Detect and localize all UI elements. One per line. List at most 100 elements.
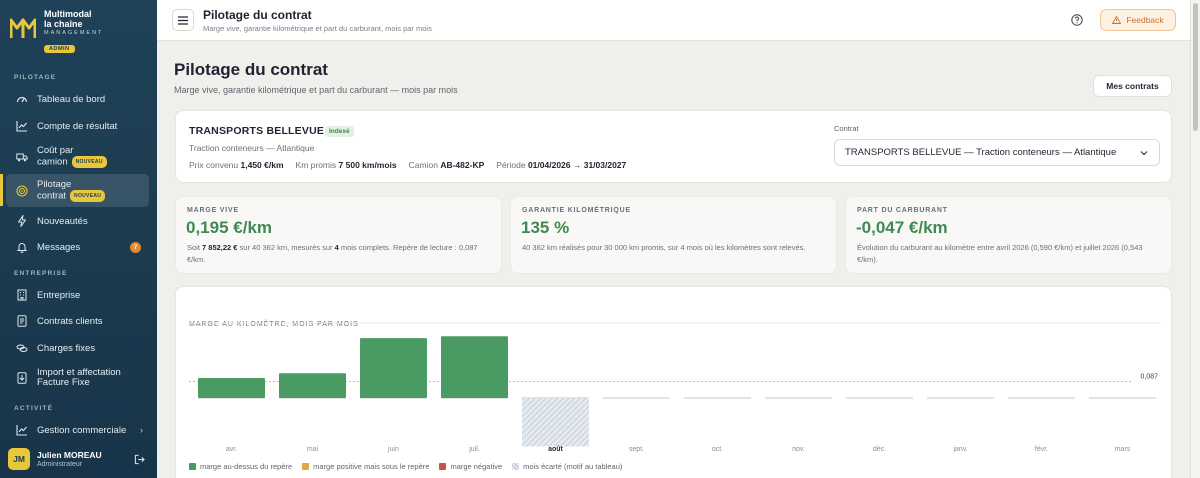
legend-item: marge négative bbox=[439, 462, 502, 471]
help-icon[interactable] bbox=[1071, 14, 1083, 26]
sidebar-item-pilotage-contrat[interactable]: Pilotage contrat NOUVEAU bbox=[6, 174, 149, 207]
sidebar-item-entreprise[interactable]: Entreprise bbox=[6, 286, 149, 304]
topbar: Pilotage du contrat Marge vive, garantie… bbox=[157, 0, 1190, 41]
coins-icon bbox=[16, 344, 28, 352]
menu-toggle-button[interactable] bbox=[172, 9, 194, 31]
legend-label: marge au-dessus du repère bbox=[200, 462, 293, 471]
meta-label: Km promis bbox=[295, 160, 337, 170]
sidebar-item-label: Gestion commerciale bbox=[37, 424, 127, 436]
page-subtitle: Marge vive, garantie kilométrique et par… bbox=[174, 85, 458, 95]
legend-swatch bbox=[189, 463, 196, 470]
sidebar-item-charges-fixes[interactable]: Charges fixes bbox=[6, 339, 149, 357]
x-tick-label: nov. bbox=[792, 446, 805, 453]
section-pilotage: PILOTAGE bbox=[14, 74, 57, 81]
sidebar-item-contrats-clients[interactable]: Contrats clients bbox=[6, 312, 149, 330]
chevron-down-icon bbox=[1140, 151, 1148, 156]
kpi-desc-part: mois complets. Repère de lecture : 0,087… bbox=[187, 243, 478, 264]
section-activite: ACTIVITÉ bbox=[14, 405, 54, 412]
x-tick-label: mai bbox=[307, 446, 319, 453]
user-role: Administrateur bbox=[37, 461, 83, 468]
sidebar-item-label: Tableau de bord bbox=[37, 93, 106, 105]
active-indicator bbox=[0, 174, 3, 206]
scrollbar[interactable] bbox=[1190, 0, 1200, 478]
contract-select[interactable]: TRANSPORTS BELLEVUE — Traction conteneur… bbox=[834, 139, 1160, 166]
bell-icon bbox=[16, 243, 28, 253]
legend-swatch bbox=[302, 463, 310, 470]
dashboard-icon bbox=[16, 96, 28, 103]
section-entreprise: ENTREPRISE bbox=[14, 270, 68, 277]
sidebar-item-gestion-commerciale[interactable]: Gestion commerciale › bbox=[6, 421, 149, 439]
meta-value: 7 500 km/mois bbox=[338, 160, 397, 170]
sidebar-item-label: Facture Fixe bbox=[37, 377, 90, 388]
margin-chart: MARGE AU KILOMÈTRE, MOIS PAR MOIS0,087av… bbox=[189, 319, 1161, 453]
sidebar-item-label: contrat bbox=[37, 190, 67, 202]
sidebar-item-tableau-de-bord[interactable]: Tableau de bord bbox=[6, 90, 149, 108]
x-tick-label: juin bbox=[387, 446, 399, 453]
kpi-label: MARGE VIVE bbox=[187, 207, 239, 214]
sidebar-item-label: Charges fixes bbox=[37, 342, 96, 354]
sidebar-item-label: camion bbox=[37, 156, 68, 168]
meta-value: 1,450 €/km bbox=[240, 160, 284, 170]
sidebar-item-cout-par-camion[interactable]: Coût par camion NOUVEAU bbox=[6, 145, 149, 169]
kpi-desc-part: Soit bbox=[187, 243, 203, 252]
brand[interactable]: Multimodal la chaîne MANAGEMENT ADMIN bbox=[10, 9, 103, 55]
sidebar-item-label: Messages bbox=[37, 241, 81, 253]
x-tick-label: août bbox=[548, 446, 563, 453]
kpi-desc-part: sur 40 362 km, mesurés sur bbox=[237, 243, 335, 252]
user-profile[interactable]: JM Julien MOREAU Administrateur bbox=[8, 448, 149, 470]
contract-select-label: Contrat bbox=[834, 124, 859, 133]
truck-icon bbox=[16, 153, 28, 162]
meta-value: 01/04/2026 → 31/03/2027 bbox=[527, 160, 627, 170]
sidebar-item-label: Contrats clients bbox=[37, 315, 103, 327]
sidebar-item-label: Pilotage bbox=[37, 178, 72, 190]
admin-badge: ADMIN bbox=[44, 45, 75, 53]
logout-icon[interactable] bbox=[134, 454, 145, 465]
sidebar-item-label: Coût par bbox=[37, 145, 74, 156]
x-tick-label: déc. bbox=[873, 446, 886, 453]
x-tick-label: avr. bbox=[226, 446, 237, 453]
new-badge: NOUVEAU bbox=[70, 189, 106, 202]
logo-icon bbox=[10, 18, 36, 38]
topbar-title: Pilotage du contrat bbox=[203, 8, 312, 22]
chart-legend: marge au-dessus du repère marge positive … bbox=[189, 462, 632, 471]
contract-line: Traction conteneurs — Atlantique bbox=[189, 143, 315, 153]
sidebar-item-import-facture-fixe[interactable]: Import et affectation Facture Fixe bbox=[6, 366, 149, 390]
legend-label: marge positive mais sous le repère bbox=[313, 462, 430, 471]
legend-swatch bbox=[512, 463, 520, 470]
scroll-thumb[interactable] bbox=[1193, 3, 1198, 131]
meta-camion: Camion AB-482-KP bbox=[409, 160, 485, 170]
kpi-description: 40 362 km réalisés pour 30 000 km promis… bbox=[522, 243, 806, 252]
bar-juin bbox=[360, 338, 427, 398]
sidebar-item-label: Compte de résultat bbox=[37, 120, 118, 132]
contract-select-value: TRANSPORTS BELLEVUE — Traction conteneur… bbox=[845, 147, 1117, 158]
meta-periode: Période 01/04/2026 → 31/03/2027 bbox=[496, 160, 626, 170]
sidebar-item-messages[interactable]: Messages 7 bbox=[6, 238, 149, 256]
feedback-button[interactable]: Feedback bbox=[1100, 9, 1176, 31]
new-badge: NOUVEAU bbox=[71, 156, 107, 168]
bar-avr. bbox=[198, 378, 265, 398]
chevron-right-icon: › bbox=[140, 425, 143, 435]
legend-item: marge au-dessus du repère bbox=[189, 462, 292, 471]
sidebar-item-compte-de-resultat[interactable]: Compte de résultat bbox=[6, 117, 149, 135]
x-tick-label: févr. bbox=[1035, 446, 1048, 453]
bar-juil. bbox=[441, 336, 508, 398]
contract-icon bbox=[17, 315, 27, 327]
contract-name: TRANSPORTS BELLEVUE bbox=[189, 125, 325, 137]
kpi-desc-months: 4 bbox=[334, 243, 339, 252]
legend-swatch bbox=[439, 463, 447, 470]
sidebar-item-label: Import et affectation bbox=[37, 367, 121, 378]
kpi-description: Évolution du carburant au kilomètre entr… bbox=[857, 243, 1143, 264]
x-tick-label: mars bbox=[1115, 446, 1131, 453]
kpi-value: -0,047 €/km bbox=[856, 218, 948, 237]
meta-label: Camion bbox=[408, 160, 438, 170]
bar-août bbox=[522, 398, 589, 447]
sidebar-item-label: Nouveautés bbox=[37, 215, 88, 227]
import-icon bbox=[17, 372, 27, 384]
meta-prix: Prix convenu 1,450 €/km bbox=[189, 160, 284, 170]
legend-item: mois écarté (motif au tableau) bbox=[512, 462, 622, 471]
my-contracts-button[interactable]: Mes contrats bbox=[1093, 75, 1172, 97]
sidebar-item-nouveautes[interactable]: Nouveautés bbox=[6, 212, 149, 230]
brand-line-2: la chaîne bbox=[44, 19, 83, 29]
kpi-label: GARANTIE KILOMÉTRIQUE bbox=[522, 207, 631, 214]
legend-label: marge négative bbox=[450, 462, 503, 471]
